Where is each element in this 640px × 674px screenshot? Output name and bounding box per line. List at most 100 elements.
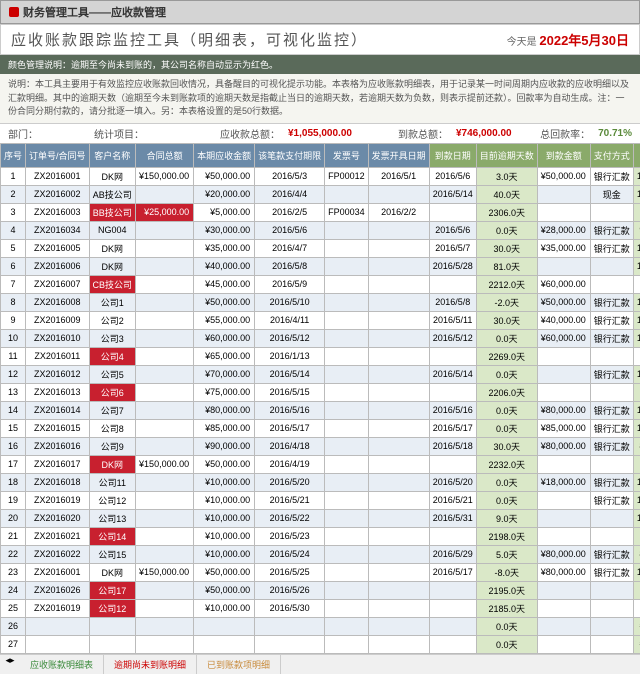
cell-rate: 100.00% (633, 329, 640, 347)
cell-pay (590, 383, 633, 401)
cell-date: 2016/1/13 (255, 347, 325, 365)
cell-days: 30.0天 (476, 437, 537, 455)
table-row[interactable]: 13ZX2016013公司6¥75,000.002016/5/152206.0天… (1, 383, 640, 401)
cell-n: 9 (1, 311, 26, 329)
cell-date: 2016/5/16 (255, 401, 325, 419)
table-row[interactable]: 10ZX2016010公司3¥60,000.002016/5/122016/5/… (1, 329, 640, 347)
cell-total (136, 527, 194, 545)
cell-due: ¥80,000.00 (194, 401, 255, 419)
cell-paid: 2016/5/29 (429, 545, 476, 563)
cell-due: ¥50,000.00 (194, 581, 255, 599)
cell-invd (368, 311, 429, 329)
table-row[interactable]: 270.0天#DIV/0! (1, 635, 640, 653)
cell-due: ¥10,000.00 (194, 545, 255, 563)
table-row[interactable]: 22ZX2016022公司15¥10,000.002016/5/242016/5… (1, 545, 640, 563)
cell-inv (325, 437, 369, 455)
tab-nav-icon[interactable]: ◂▸ (0, 655, 20, 674)
cell-inv (325, 599, 369, 617)
table-row[interactable]: 16ZX2016016公司9¥90,000.002016/4/182016/5/… (1, 437, 640, 455)
cell-invd (368, 383, 429, 401)
cell-paid: 2016/5/16 (429, 401, 476, 419)
cell-rate: #DIV/0! (633, 617, 640, 635)
cell-invd (368, 581, 429, 599)
cell-n: 12 (1, 365, 26, 383)
cell-pay: 银行汇款 (590, 293, 633, 311)
cell-cust: 公司8 (89, 419, 136, 437)
table-row[interactable]: 21ZX2016021公司14¥10,000.002016/5/232198.0… (1, 527, 640, 545)
cell-date: 2016/5/23 (255, 527, 325, 545)
cell-n: 24 (1, 581, 26, 599)
cell-pay: 银行汇款 (590, 221, 633, 239)
cell-rate: 100.00% (633, 563, 640, 581)
cell-id: ZX2016008 (26, 293, 90, 311)
tab-detail[interactable]: 应收账款明细表 (20, 655, 104, 674)
table-row[interactable]: 17ZX2016017DK网¥150,000.00¥50,000.002016/… (1, 455, 640, 473)
table-row[interactable]: 8ZX2016008公司1¥50,000.002016/5/102016/5/8… (1, 293, 640, 311)
table-row[interactable]: 14ZX2016014公司7¥80,000.002016/5/162016/5/… (1, 401, 640, 419)
tab-overdue[interactable]: 逾期尚未到账明细 (104, 655, 197, 674)
cell-due: ¥20,000.00 (194, 185, 255, 203)
table-row[interactable]: 19ZX2016019公司12¥10,000.002016/5/212016/5… (1, 491, 640, 509)
cell-invd (368, 275, 429, 293)
table-row[interactable]: 6ZX2016006DK网¥40,000.002016/5/82016/5/28… (1, 257, 640, 275)
cell-date: 2016/5/30 (255, 599, 325, 617)
cell-id: ZX2016021 (26, 527, 90, 545)
cell-inv (325, 581, 369, 599)
cell-date: 2016/5/15 (255, 383, 325, 401)
cell-invd (368, 527, 429, 545)
table-row[interactable]: 24ZX2016026公司17¥50,000.002016/5/262195.0… (1, 581, 640, 599)
table-row[interactable]: 23ZX2016001DK网¥150,000.00¥50,000.002016/… (1, 563, 640, 581)
cell-rate (633, 347, 640, 365)
cell-total: ¥150,000.00 (136, 167, 194, 185)
cell-amt (537, 491, 590, 509)
table-row[interactable]: 2ZX2016002AB技公司¥20,000.002016/4/42016/5/… (1, 185, 640, 203)
cell-amt (537, 347, 590, 365)
table-row[interactable]: 260.0天#DIV/0! (1, 617, 640, 635)
table-row[interactable]: 11ZX2016011公司4¥65,000.002016/1/132269.0天 (1, 347, 640, 365)
table-row[interactable]: 3ZX2016003BB技公司¥25,000.00¥5,000.002016/2… (1, 203, 640, 221)
cell-pay (590, 527, 633, 545)
cell-inv (325, 545, 369, 563)
cell-paid: 2016/5/11 (429, 311, 476, 329)
cell-inv (325, 383, 369, 401)
cell-n: 17 (1, 455, 26, 473)
cell-date: 2016/4/19 (255, 455, 325, 473)
cell-id: ZX2016016 (26, 437, 90, 455)
table-row[interactable]: 1ZX2016001DK网¥150,000.00¥50,000.002016/5… (1, 167, 640, 185)
header: 应收账款跟踪监控工具（明细表，可视化监控） 今天是 2022年5月30日 (0, 24, 640, 55)
table-row[interactable]: 9ZX2016009公司2¥55,000.002016/4/112016/5/1… (1, 311, 640, 329)
cell-paid (429, 617, 476, 635)
cell-id: ZX2016022 (26, 545, 90, 563)
table-row[interactable]: 20ZX2016020公司13¥10,000.002016/5/222016/5… (1, 509, 640, 527)
table-row[interactable]: 12ZX2016012公司5¥70,000.002016/5/142016/5/… (1, 365, 640, 383)
cell-date: 2016/5/9 (255, 275, 325, 293)
cell-paid (429, 599, 476, 617)
cell-pay: 银行汇款 (590, 365, 633, 383)
cell-days: 2232.0天 (476, 455, 537, 473)
cell-invd (368, 563, 429, 581)
table-row[interactable]: 5ZX2016005DK网¥35,000.002016/4/72016/5/73… (1, 239, 640, 257)
cell-inv (325, 185, 369, 203)
cell-total (136, 329, 194, 347)
cell-id (26, 635, 90, 653)
cell-days: 0.0天 (476, 221, 537, 239)
cell-inv (325, 563, 369, 581)
tab-paid[interactable]: 已到账款项明细 (197, 655, 281, 674)
cell-n: 13 (1, 383, 26, 401)
cell-id: ZX2016018 (26, 473, 90, 491)
cell-n: 6 (1, 257, 26, 275)
cell-date: 2016/5/3 (255, 167, 325, 185)
cell-paid (429, 527, 476, 545)
cell-due: ¥75,000.00 (194, 383, 255, 401)
cell-invd (368, 635, 429, 653)
table-row[interactable]: 4ZX2016034NG004¥30,000.002016/5/62016/5/… (1, 221, 640, 239)
table-row[interactable]: 18ZX2016018公司11¥10,000.002016/5/202016/5… (1, 473, 640, 491)
cell-invd (368, 545, 429, 563)
cell-due: ¥50,000.00 (194, 167, 255, 185)
table-row[interactable]: 25ZX2016019公司12¥10,000.002016/5/302185.0… (1, 599, 640, 617)
paid-label: 到款总额： (398, 126, 448, 141)
table-row[interactable]: 7ZX2016007CB技公司¥45,000.002016/5/92212.0天… (1, 275, 640, 293)
table-row[interactable]: 15ZX2016015公司8¥85,000.002016/5/172016/5/… (1, 419, 640, 437)
cell-due: ¥35,000.00 (194, 239, 255, 257)
cell-cust (89, 617, 136, 635)
